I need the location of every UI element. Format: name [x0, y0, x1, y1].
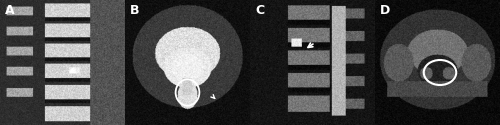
- Text: C: C: [255, 4, 264, 17]
- Text: D: D: [380, 4, 390, 17]
- Text: A: A: [5, 4, 15, 17]
- Text: B: B: [130, 4, 140, 17]
